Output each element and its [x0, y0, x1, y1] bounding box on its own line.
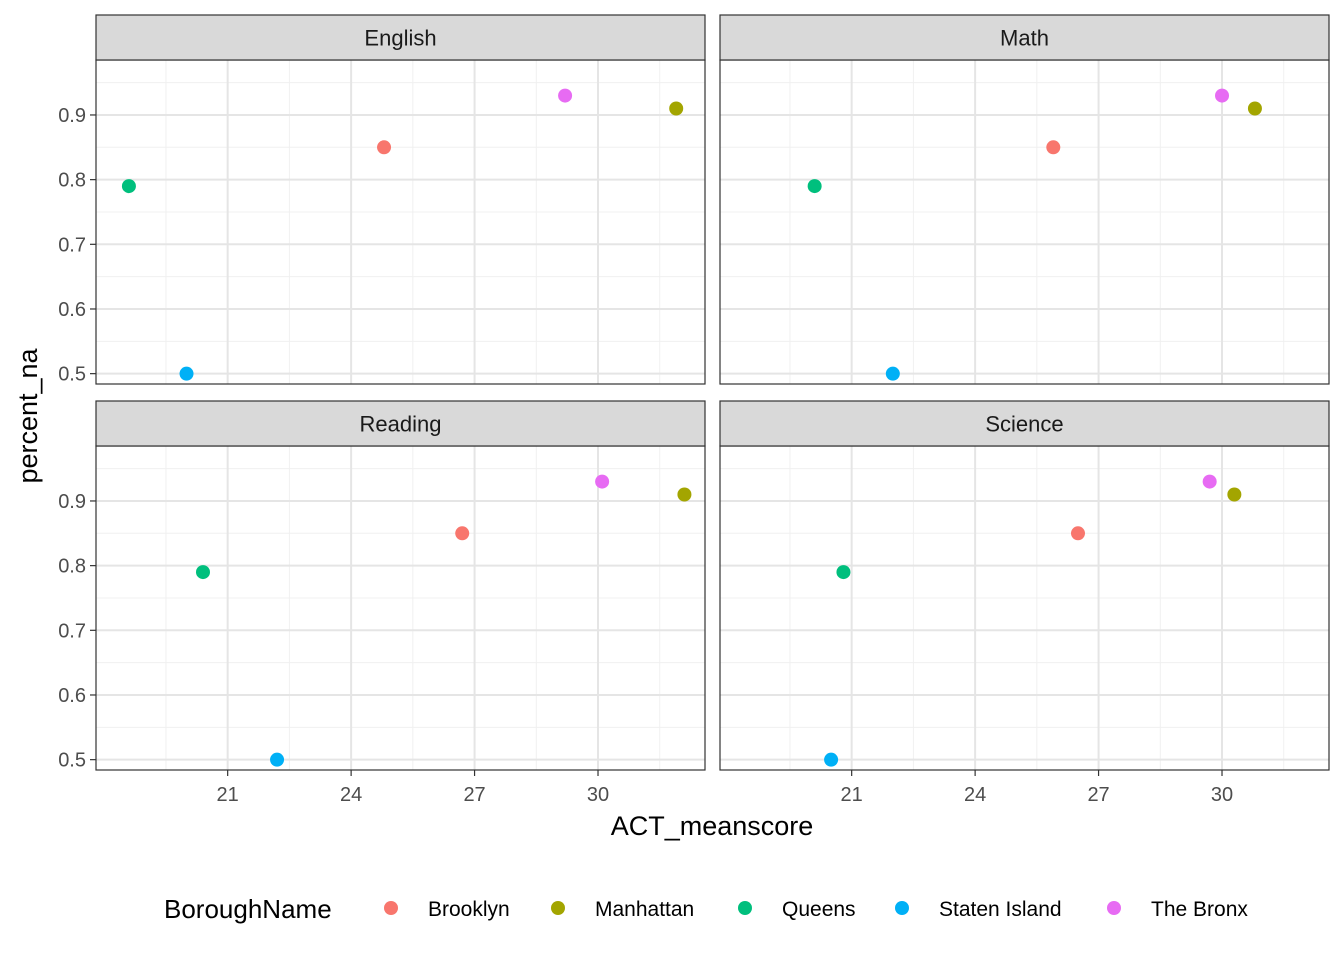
legend-item-brooklyn: Brooklyn — [384, 898, 510, 921]
panel-reading: Reading — [95, 400, 706, 771]
x-tick-label: 27 — [1087, 784, 1109, 806]
x-tick-label: 21 — [217, 784, 239, 806]
data-point-staten-island — [824, 752, 839, 767]
legend-label: Manhattan — [595, 898, 694, 921]
y-tick-label: 0.5 — [58, 364, 86, 386]
data-point-manhattan — [677, 487, 692, 502]
x-tick-label: 30 — [1211, 784, 1233, 806]
facet-strip-label: Reading — [360, 412, 442, 437]
panel-science: Science — [719, 400, 1330, 771]
legend: BoroughName Brooklyn Manhattan Queens State… — [164, 894, 1248, 924]
y-tick-label: 0.9 — [58, 105, 86, 127]
legend-item-manhattan: Manhattan — [551, 898, 694, 921]
legend-label: Brooklyn — [428, 898, 510, 921]
y-tick-label: 0.6 — [58, 685, 86, 707]
data-point-the-bronx — [1215, 88, 1230, 103]
data-point-brooklyn — [377, 140, 392, 155]
data-point-manhattan — [1227, 487, 1242, 502]
legend-item-the-bronx: The Bronx — [1107, 898, 1248, 921]
data-point-queens — [195, 565, 210, 580]
data-point-queens — [836, 565, 851, 580]
data-point-brooklyn — [455, 526, 470, 541]
y-tick-label: 0.8 — [58, 556, 86, 578]
panel-background — [720, 60, 1329, 384]
data-point-the-bronx — [558, 88, 573, 103]
legend-item-staten-island: Staten Island — [895, 898, 1062, 921]
legend-label: Staten Island — [939, 898, 1062, 921]
x-tick-label: 30 — [587, 784, 609, 806]
x-axis-title: ACT_meanscore — [611, 811, 814, 841]
data-point-queens — [807, 179, 822, 194]
facet-strip — [95, 400, 706, 447]
data-point-queens — [121, 179, 136, 194]
data-point-the-bronx — [1202, 474, 1217, 489]
legend-label: The Bronx — [1151, 898, 1248, 921]
x-tick-label: 24 — [340, 784, 362, 806]
data-point-brooklyn — [1046, 140, 1061, 155]
y-tick-label: 0.9 — [58, 491, 86, 513]
axes: ACT_meanscore percent_na 0.5 0.6 0.7 0.8 0.9… — [13, 105, 1233, 841]
legend-key — [895, 901, 909, 915]
facet-strip — [719, 14, 1330, 61]
legend-label: Queens — [782, 898, 856, 921]
data-point-staten-island — [270, 752, 285, 767]
data-point-staten-island — [179, 366, 194, 381]
facet-strip-label: English — [364, 26, 436, 51]
x-tick-label: 24 — [964, 784, 986, 806]
panel-math: Math — [719, 14, 1330, 385]
panel-english: English — [95, 14, 706, 385]
legend-key — [1107, 901, 1121, 915]
panel-background — [96, 60, 705, 384]
legend-key — [738, 901, 752, 915]
data-point-manhattan — [1247, 101, 1262, 116]
facet-strip — [719, 400, 1330, 447]
legend-key — [384, 901, 398, 915]
legend-key — [551, 901, 565, 915]
y-tick-label: 0.6 — [58, 299, 86, 321]
data-point-brooklyn — [1070, 526, 1085, 541]
y-tick-label: 0.8 — [58, 170, 86, 192]
x-tick-label: 21 — [841, 784, 863, 806]
facet-strip-label: Science — [985, 412, 1063, 437]
legend-title: BoroughName — [164, 894, 332, 924]
y-tick-label: 0.5 — [58, 750, 86, 772]
x-tick-label: 27 — [463, 784, 485, 806]
data-point-the-bronx — [595, 474, 610, 489]
facet-strip-label: Math — [1000, 26, 1049, 51]
facet-panels: English Math Reading Science — [95, 14, 1330, 771]
y-axis-title: percent_na — [13, 347, 43, 483]
facet-strip — [95, 14, 706, 61]
data-point-staten-island — [885, 366, 900, 381]
panel-background — [96, 446, 705, 770]
data-point-manhattan — [669, 101, 684, 116]
y-tick-label: 0.7 — [58, 234, 86, 256]
legend-item-queens: Queens — [738, 898, 856, 921]
y-tick-label: 0.7 — [58, 620, 86, 642]
